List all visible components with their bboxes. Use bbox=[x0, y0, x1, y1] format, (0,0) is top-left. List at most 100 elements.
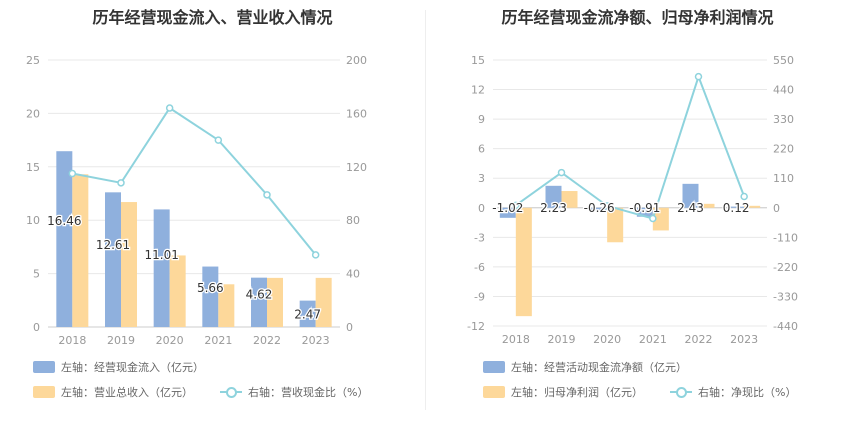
legend-line-icon bbox=[670, 386, 692, 398]
y-right-tick-label: 330 bbox=[773, 113, 794, 126]
x-tick-label: 2023 bbox=[302, 334, 330, 347]
x-tick-label: 2021 bbox=[639, 333, 667, 346]
data-label: 11.01 bbox=[144, 248, 178, 262]
x-tick-label: 2018 bbox=[58, 334, 86, 347]
bar-bar-series-0 bbox=[728, 206, 745, 208]
x-tick-label: 2019 bbox=[107, 334, 135, 347]
y-right-tick-label: 220 bbox=[773, 143, 794, 156]
y-right-tick-label: 80 bbox=[346, 214, 360, 227]
y-right-tick-label: 550 bbox=[773, 54, 794, 67]
bar-bar-series-0 bbox=[153, 209, 170, 327]
y-left-tick-label: 12 bbox=[471, 84, 485, 97]
y-left-tick-label: 0 bbox=[478, 202, 485, 215]
bar-bar-series-0 bbox=[682, 183, 699, 208]
line-point bbox=[740, 192, 748, 201]
bar-bar-series-1 bbox=[561, 191, 578, 208]
y-left-tick-label: -6 bbox=[474, 261, 485, 274]
bar-bar-series-1 bbox=[169, 255, 186, 327]
y-right-tick-label: 200 bbox=[346, 54, 367, 67]
data-label: 16.46 bbox=[47, 214, 81, 228]
data-label: 5.66 bbox=[197, 281, 224, 295]
x-tick-label: 2020 bbox=[593, 333, 621, 346]
bar-bar-series-0 bbox=[56, 151, 73, 327]
bar-bar-series-1 bbox=[218, 284, 235, 327]
data-label: -0.91 bbox=[629, 201, 660, 215]
bar-bar-series-0 bbox=[499, 207, 516, 218]
line-series bbox=[515, 73, 746, 220]
x-tick-label: 2022 bbox=[685, 333, 713, 346]
bar-bar-series-0 bbox=[251, 277, 267, 327]
legend-label: 右轴：营收现金比（%） bbox=[248, 386, 369, 399]
y-left-tick-label: 3 bbox=[478, 172, 485, 185]
y-left-tick-label: 5 bbox=[33, 268, 40, 281]
x-tick-label: 2021 bbox=[204, 334, 232, 347]
y-right-tick-label: -440 bbox=[773, 320, 798, 333]
y-left-tick-label: 0 bbox=[33, 321, 40, 334]
y-right-tick-label: 0 bbox=[773, 202, 780, 215]
panel-divider bbox=[425, 10, 426, 410]
y-right-tick-label: 0 bbox=[346, 321, 353, 334]
line-point bbox=[214, 136, 223, 144]
legend-swatch-blue bbox=[483, 361, 505, 373]
y-left-tick-label: -9 bbox=[474, 290, 485, 303]
legend-label: 左轴：经营活动现金流净额（亿元） bbox=[511, 361, 687, 374]
legend-item-net-cash-ratio[interactable]: 右轴：净现比（%） bbox=[670, 384, 796, 400]
data-label: -1.02 bbox=[492, 201, 523, 215]
chart-svg: -12 -9 -6 -3 0 3 6 9 12 15 -440 -330 -220 -110 0 110 220… bbox=[467, 54, 798, 346]
legend-label: 左轴：经营现金流入（亿元） bbox=[61, 361, 204, 374]
chart-title: 历年经营现金流净额、归母净利润情况 bbox=[501, 8, 774, 27]
line-point bbox=[557, 168, 566, 177]
y-right-tick-label: -220 bbox=[773, 261, 798, 274]
data-label: 12.61 bbox=[96, 238, 130, 252]
y-left-tick-label: 15 bbox=[26, 161, 40, 174]
bar-bar-series-0 bbox=[591, 207, 608, 211]
x-tick-label: 2023 bbox=[730, 333, 758, 346]
bar-bar-series-1 bbox=[121, 202, 137, 327]
bar-bar-series-1 bbox=[652, 207, 669, 231]
bar-bar-series-1 bbox=[607, 207, 624, 243]
legend-item-net-profit[interactable]: 左轴：归母净利润（亿元） bbox=[483, 384, 643, 400]
line-point bbox=[263, 191, 271, 199]
legend-line-icon bbox=[220, 386, 242, 398]
line-point bbox=[603, 202, 611, 210]
y-left-tick-label: 9 bbox=[478, 113, 485, 126]
y-left-tick-label: -3 bbox=[474, 231, 485, 244]
line-point bbox=[68, 169, 77, 178]
legend-item-revenue-cash-ratio[interactable]: 右轴：营收现金比（%） bbox=[220, 384, 368, 400]
y-right-tick-label: 110 bbox=[773, 172, 794, 185]
data-label: 0.12 bbox=[723, 201, 750, 215]
y-right-tick-label: -330 bbox=[773, 290, 798, 303]
y-left-tick-label: -12 bbox=[467, 320, 485, 333]
legend-label: 左轴：营业总收入（亿元） bbox=[61, 386, 193, 399]
bar-bar-series-1 bbox=[698, 203, 715, 208]
legend-swatch-blue bbox=[33, 361, 55, 373]
data-label: 2.47 bbox=[294, 308, 321, 322]
data-label: 2.43 bbox=[677, 201, 704, 215]
bar-bar-series-0 bbox=[202, 266, 219, 327]
bar-bar-series-0 bbox=[545, 185, 562, 208]
y-left-tick-label: 15 bbox=[471, 54, 485, 67]
legend-label: 左轴：归母净利润（亿元） bbox=[511, 386, 643, 399]
y-left-tick-label: 25 bbox=[26, 54, 40, 67]
legend-item-cash-inflow[interactable]: 左轴：经营现金流入（亿元） bbox=[33, 359, 204, 375]
right-panel: 历年经营现金流净额、归母净利润情况 -12 -9 -6 -3 0 3 6 9 12 15 -440-… bbox=[425, 0, 850, 437]
x-tick-label: 2022 bbox=[253, 334, 281, 347]
line-point bbox=[694, 72, 703, 81]
line-point bbox=[311, 251, 320, 259]
legend-item-net-cash-flow[interactable]: 左轴：经营活动现金流净额（亿元） bbox=[483, 359, 687, 375]
legend-item-revenue[interactable]: 左轴：营业总收入（亿元） bbox=[33, 384, 193, 400]
line-point bbox=[165, 104, 174, 112]
chart-title: 历年经营现金流入、营业收入情况 bbox=[92, 8, 333, 27]
x-tick-label: 2018 bbox=[502, 333, 530, 346]
y-left-tick-label: 6 bbox=[478, 143, 485, 156]
line-point bbox=[649, 214, 657, 223]
bar-bar-series-1 bbox=[315, 277, 332, 327]
y-right-tick-label: 160 bbox=[346, 107, 367, 120]
legend-swatch-orange bbox=[33, 386, 55, 398]
legend-label: 右轴：净现比（%） bbox=[698, 386, 797, 399]
line-point bbox=[512, 201, 520, 210]
y-right-tick-label: 40 bbox=[346, 268, 360, 281]
bar-bar-series-1 bbox=[72, 174, 89, 327]
y-right-tick-label: -110 bbox=[773, 231, 798, 244]
y-left-tick-label: 20 bbox=[26, 107, 40, 120]
